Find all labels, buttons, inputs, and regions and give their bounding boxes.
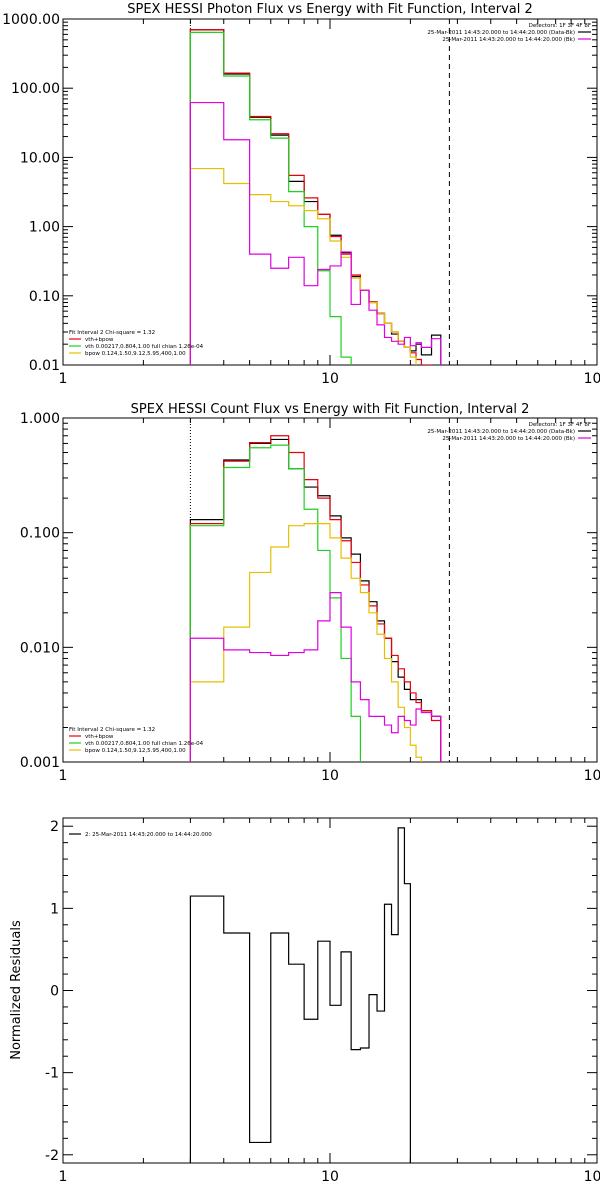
legend-time-entry: 25-Mar-2011 14:43:20.000 to 14:44:20.000… — [442, 37, 575, 43]
x-tick-label: 10 — [321, 1169, 339, 1185]
y-tick-label: 1.000 — [20, 411, 60, 427]
legend-fit-entry: vth+bpow — [85, 337, 114, 343]
y-tick-label: 1.00 — [29, 220, 60, 236]
y-tick-label: 1 — [50, 901, 59, 917]
series-fit-line — [189, 435, 442, 762]
y-tick-label: 0.010 — [20, 640, 60, 656]
series-fit-line — [189, 29, 433, 365]
count-flux-title: SPEX HESSI Count Flux vs Energy with Fit… — [131, 402, 530, 417]
photon-flux-title: SPEX HESSI Photon Flux vs Energy with Fi… — [127, 2, 533, 17]
count-flux-panel: SPEX HESSI Count Flux vs Energy with Fit… — [20, 402, 600, 784]
x-tick-label: 100 — [584, 768, 600, 784]
legend-time-entry: 25-Mar-2011 14:43:20.000 to 14:44:20.000… — [427, 429, 575, 435]
series-bk-line — [189, 592, 442, 762]
x-tick-label: 100 — [584, 371, 600, 387]
legend-detectors: Detectors: 1F 3F 4F 8F — [529, 422, 591, 428]
x-tick-label: 1 — [59, 1169, 68, 1185]
series-bk-line — [189, 101, 442, 365]
legend-fit-entry: vth 0.00217,0.804,1.00 full chian 1.26e-… — [85, 741, 204, 747]
legend-time-entry: 25-Mar-2011 14:43:20.000 to 14:44:20.000… — [442, 436, 575, 442]
residuals-panel: Normalized Residuals 1 10 100 -2 -1 0 1 2 2: 25-… — [9, 817, 600, 1185]
y-tick-label: -2 — [45, 1148, 59, 1164]
series-bpow-line — [189, 522, 423, 762]
x-tick-label: 10 — [321, 371, 339, 387]
series-vth-line — [189, 31, 352, 365]
y-tick-label: 2 — [50, 819, 59, 835]
x-tick-label: 1 — [59, 371, 68, 387]
y-tick-label: 0.01 — [29, 358, 60, 374]
series-total-line — [189, 29, 442, 365]
photon-flux-panel: SPEX HESSI Photon Flux vs Energy with Fi… — [2, 2, 600, 387]
x-tick-label: 100 — [584, 1169, 600, 1185]
series-total-line — [189, 827, 411, 1163]
y-tick-label: 1000.00 — [2, 12, 60, 28]
legend-fit-entry: bpow 0.124,1.50,9.12,5.95,400,1.00 — [85, 748, 186, 754]
y-tick-label: -1 — [45, 1066, 59, 1082]
legend-fit-entry: bpow 0.124,1.50,9.12,5.95,400,1.00 — [85, 351, 186, 357]
legend-fit-entry: vth 0.00217,0.804,1.00 full chian 1.26e-… — [85, 344, 204, 350]
legend-fit-entry: 2: 25-Mar-2011 14:43:20.000 to 14:44:20.… — [85, 832, 212, 838]
x-tick-label: 10 — [321, 768, 339, 784]
y-tick-label: 100.00 — [11, 81, 60, 97]
series-vth-line — [189, 444, 362, 762]
y-tick-label: 0 — [50, 984, 59, 1000]
x-tick-label: 1 — [59, 768, 68, 784]
legend-fit-header: Fit Interval 2 Chi-square = 1.32 — [69, 727, 155, 733]
y-tick-label: 10.00 — [20, 150, 60, 166]
series-total-line — [189, 438, 442, 762]
legend-detectors: Detectors: 1F 3F 4F 8F — [529, 23, 591, 29]
legend-fit-entry: vth+bpow — [85, 734, 114, 740]
legend-time-entry: 25-Mar-2011 14:43:20.000 to 14:44:20.000… — [427, 30, 575, 36]
y-tick-label: 0.001 — [20, 755, 60, 771]
y-tick-label: 0.10 — [29, 289, 60, 305]
legend-fit-header: Fit Interval 2 Chi-square = 1.32 — [69, 330, 155, 336]
y-tick-label: 0.100 — [20, 526, 60, 542]
residuals-y-label: Normalized Residuals — [9, 920, 24, 1060]
